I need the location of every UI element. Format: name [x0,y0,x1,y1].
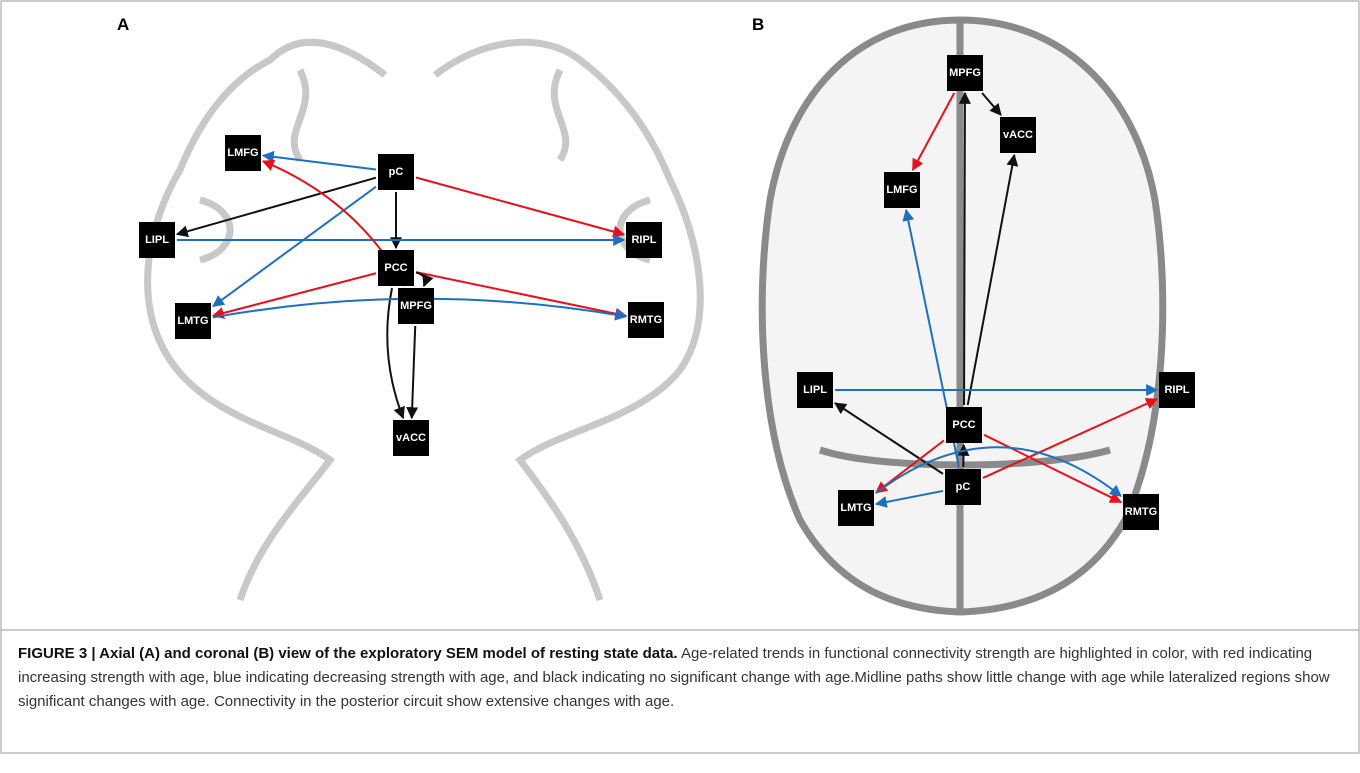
page: A B pC LMFG LIPL PCC RIPL LMTG MPFG RMTG vACC MPF… [0,0,1360,773]
node-label: vACC [396,432,426,444]
node-label: vACC [1003,129,1033,141]
edge [964,93,965,405]
edge [213,187,376,307]
edge [412,326,415,418]
edge [416,177,624,234]
node-label: LMFG [227,147,258,159]
brain-b [762,20,1163,612]
node-label: PCC [952,419,975,431]
node-label: RIPL [631,234,656,246]
edge [177,178,376,235]
node-label: LMTG [840,502,871,514]
node-label: LIPL [803,384,827,396]
node-label: MPFG [400,300,432,312]
node-label: MPFG [949,67,981,79]
panel-label: B [752,15,764,34]
node-label: LMTG [177,315,208,327]
node-label: RIPL [1164,384,1189,396]
panel-label: A [117,15,129,34]
node-label: LIPL [145,234,169,246]
caption-title: FIGURE 3 | Axial (A) and coronal (B) vie… [18,645,678,662]
edge [263,155,376,169]
node-label: PCC [384,262,407,274]
edge [213,273,376,316]
caption: FIGURE 3 | Axial (A) and coronal (B) vie… [18,642,1343,714]
edge [416,272,626,316]
node-label: LMFG [886,184,917,196]
node-label: RMTG [1125,506,1157,518]
node-label: pC [956,481,971,493]
node-label: pC [389,166,404,178]
node-label: RMTG [630,314,662,326]
